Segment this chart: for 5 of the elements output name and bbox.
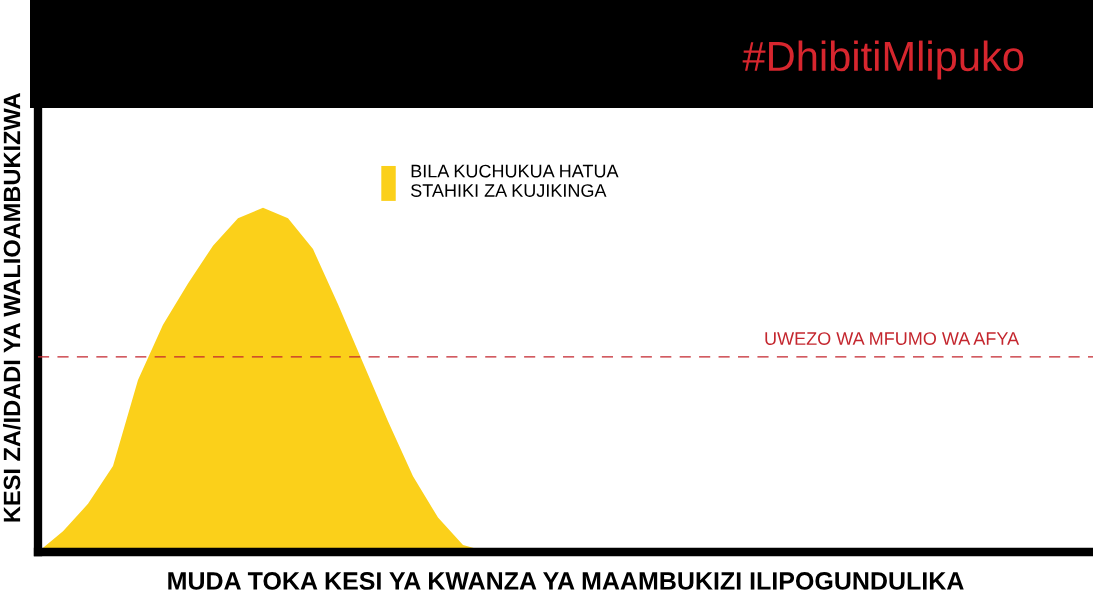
chart-title: #DhibitiMlipuko (742, 40, 1024, 80)
x-axis-title: MUDA TOKA KESI YA KWANZA YA MAAMBUKIZI ILIPOGUNDULIKA (168, 572, 964, 590)
y-axis-title: KESI ZA/IDADI YA WALIOAMBUKIZWA (2, 93, 21, 522)
legend-label: BILA KUCHUKUA HATUA STAHIKI ZA KUJIKINGA (411, 164, 619, 197)
ref-line-label: UWEZO WA MFUMO WA AFYA (765, 332, 1020, 345)
